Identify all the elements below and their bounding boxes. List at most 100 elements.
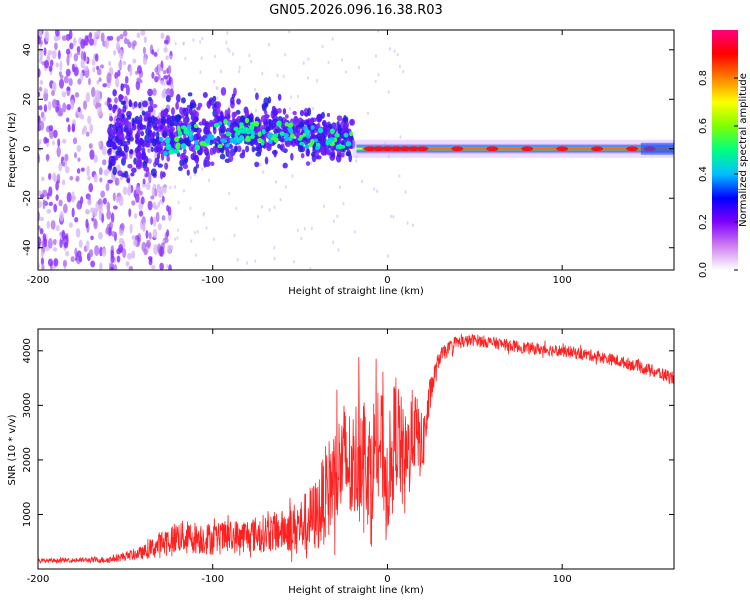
noise-blob (45, 138, 50, 143)
faint-dot (332, 219, 335, 224)
turbulent-blob (193, 116, 199, 121)
noise-blob (77, 78, 82, 85)
noise-blob (52, 247, 58, 252)
turbulent-blob (112, 166, 117, 176)
turbulent-blob (157, 119, 162, 128)
noise-blob (40, 257, 45, 266)
turbulent-blob (146, 123, 152, 130)
noise-blob (67, 124, 71, 133)
noise-blob (61, 91, 67, 98)
hot-spot (266, 132, 273, 139)
noise-blob (151, 71, 155, 79)
turbulent-blob (147, 105, 154, 113)
hot-spot (168, 150, 175, 155)
faint-dot (361, 179, 364, 184)
faint-dot (357, 65, 360, 70)
hot-spot (186, 124, 192, 129)
faint-dot (303, 226, 306, 231)
noise-blob (106, 72, 112, 84)
faint-dot (293, 259, 296, 264)
colorbar-tick-label: 0.0 (698, 262, 709, 278)
noise-blob (160, 32, 165, 40)
noise-blob (91, 58, 96, 66)
turbulent-blob (182, 116, 189, 125)
turbulent-blob (144, 134, 150, 143)
turbulent-blob (316, 114, 321, 121)
noise-blob (52, 129, 58, 139)
noise-blob (75, 175, 80, 182)
faint-dot (327, 60, 330, 65)
faint-dot (376, 189, 379, 193)
faint-dot (307, 57, 310, 61)
faint-dot (284, 185, 287, 189)
noise-blob (140, 30, 146, 36)
turbulent-blob (271, 149, 278, 155)
noise-blob (114, 72, 119, 80)
noise-blob (115, 77, 120, 88)
turbulent-blob (224, 109, 228, 118)
tone-peak (372, 146, 385, 152)
noise-blob (46, 209, 52, 214)
faint-dot (392, 215, 395, 219)
turbulent-blob (345, 120, 349, 130)
faint-dot (290, 95, 293, 99)
spectrogram-y-ticks: -40 -20 0 20 40 (22, 43, 674, 256)
turbulent-blob (337, 123, 342, 132)
turbulent-blob (159, 143, 163, 151)
noise-blob (48, 125, 54, 132)
snr-panel: -200 -100 0 100 1000 2000 3000 4000 Height of … (7, 328, 675, 596)
turbulent-blob (290, 152, 294, 161)
noise-blob (147, 148, 151, 153)
turbulent-blob (141, 100, 148, 108)
noise-blob (90, 207, 96, 214)
turbulent-blob (118, 94, 124, 100)
turbulent-blob (233, 145, 238, 153)
noise-blob (113, 97, 119, 104)
turbulent-blob (331, 122, 337, 129)
faint-dot (342, 201, 345, 206)
noise-blob (38, 200, 42, 209)
noise-blob (159, 246, 164, 258)
noise-blob (127, 252, 132, 260)
faint-dot (236, 257, 239, 262)
faint-dot (355, 159, 358, 163)
noise-blob (39, 228, 44, 235)
noise-blob (101, 146, 107, 156)
noise-blob (76, 144, 82, 153)
noise-blob (74, 217, 79, 223)
turbulent-blob (155, 131, 160, 139)
noise-blob (94, 53, 99, 62)
faint-dot (226, 31, 229, 35)
turbulent-blob (186, 169, 190, 176)
turbulent-blob (143, 166, 150, 172)
noise-blob (59, 211, 64, 222)
faint-dot (246, 261, 249, 265)
noise-blob (95, 89, 101, 101)
noise-blob (161, 215, 166, 221)
turbulent-blob (239, 115, 246, 124)
noise-blob (43, 47, 47, 56)
noise-blob (162, 69, 167, 75)
turbulent-blob (251, 145, 256, 153)
faint-dot (310, 226, 313, 231)
noise-blob (100, 32, 105, 43)
turbulent-blob (307, 107, 312, 117)
noise-blob (91, 217, 95, 222)
turbulent-blob (320, 112, 326, 119)
faint-dot (199, 40, 202, 44)
noise-blob (145, 182, 151, 190)
noise-blob (40, 250, 44, 258)
faint-dot (331, 37, 334, 41)
turbulent-blob (115, 150, 122, 156)
noise-blob (76, 51, 81, 56)
turbulent-blob (335, 154, 342, 163)
noise-blob (159, 262, 164, 270)
noise-blob (43, 88, 48, 95)
faint-dot (260, 204, 263, 209)
turbulent-blob (227, 107, 231, 116)
faint-dot (226, 47, 229, 51)
noise-blob (90, 260, 96, 268)
turbulent-blob (203, 158, 207, 168)
noise-blob (99, 64, 105, 69)
turbulent-blob (282, 162, 288, 169)
